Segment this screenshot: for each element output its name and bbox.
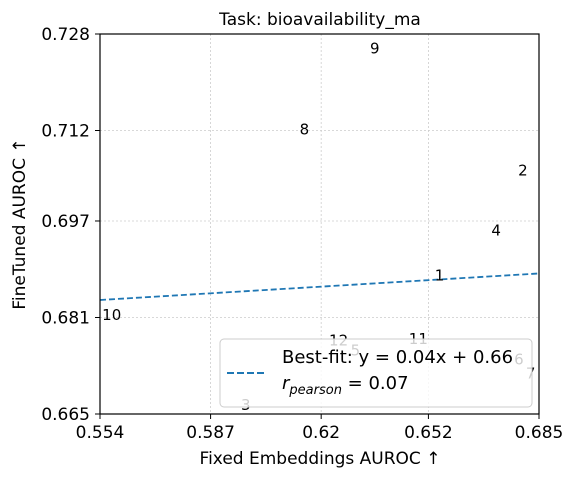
- plot-frame: [99, 33, 540, 415]
- legend-pearson-value: = 0.07: [342, 373, 409, 394]
- x-axis-label: Fixed Embeddings AUROC ↑: [200, 449, 441, 469]
- legend-box: [219, 338, 533, 408]
- x-tick-label: 0.62: [302, 423, 340, 443]
- x-axis-ticks: 0.554 0.587 0.62 0.652 0.685: [76, 414, 564, 443]
- x-tick-label: 0.554: [76, 423, 125, 443]
- point-label-8: 8: [300, 120, 310, 138]
- y-tick-label: 0.681: [41, 308, 90, 328]
- legend-fit-label: Best-fit: y = 0.04x + 0.66: [282, 347, 513, 368]
- legend: Best-fit: y = 0.04x + 0.66 rpearson = 0.…: [219, 338, 533, 408]
- best-fit-line: [99, 272, 540, 301]
- best-fit-line-group: [99, 272, 540, 301]
- y-axis-label: FineTuned AUROC ↑: [10, 138, 30, 309]
- legend-pearson-label: rpearson = 0.07: [282, 373, 409, 398]
- point-label-10: 10: [102, 306, 121, 324]
- x-tick-label: 0.652: [404, 423, 453, 443]
- legend-pearson-sub: pearson: [288, 383, 342, 398]
- point-label-2: 2: [518, 161, 528, 179]
- y-tick-label: 0.728: [41, 25, 90, 45]
- y-tick-label: 0.697: [41, 212, 90, 232]
- y-axis-ticks: 0.665 0.681 0.697 0.712 0.728: [41, 25, 100, 425]
- point-label-4: 4: [491, 222, 501, 240]
- x-tick-label: 0.587: [186, 423, 235, 443]
- point-label-1: 1: [435, 266, 445, 284]
- y-tick-label: 0.665: [41, 405, 90, 425]
- x-tick-label: 0.685: [515, 423, 564, 443]
- chart-title: Task: bioavailability_ma: [218, 10, 421, 30]
- point-label-9: 9: [370, 39, 380, 57]
- y-tick-label: 0.712: [41, 122, 90, 142]
- legend-pearson-r: r: [282, 373, 291, 394]
